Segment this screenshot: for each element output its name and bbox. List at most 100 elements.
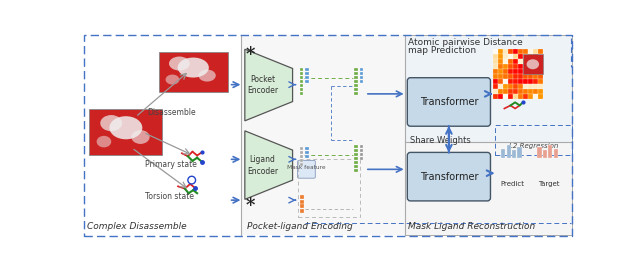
Bar [528, 59, 533, 64]
Text: Mask feature: Mask feature [287, 165, 326, 169]
Bar [523, 79, 528, 84]
Bar [493, 64, 498, 69]
Bar [507, 146, 511, 158]
Text: Ligand
Encoder: Ligand Encoder [247, 155, 278, 176]
Bar [513, 94, 518, 99]
Text: Primary state: Primary state [145, 160, 196, 169]
Bar [360, 157, 364, 160]
Bar [518, 64, 523, 69]
Bar [498, 74, 503, 79]
Bar [354, 68, 358, 71]
Ellipse shape [97, 136, 111, 147]
Bar [533, 64, 538, 69]
Bar [503, 94, 508, 99]
Bar [554, 148, 558, 158]
Bar [538, 79, 543, 84]
Bar [305, 155, 308, 158]
Bar [518, 49, 523, 54]
Polygon shape [245, 131, 292, 199]
Bar [159, 52, 228, 91]
Bar [508, 74, 513, 79]
Bar [354, 149, 358, 152]
Bar [523, 49, 528, 54]
Ellipse shape [178, 58, 209, 77]
Polygon shape [245, 49, 292, 121]
Bar [533, 89, 538, 94]
Bar [528, 54, 533, 59]
Bar [503, 49, 508, 54]
Text: Disassemble: Disassemble [147, 108, 196, 118]
Bar [300, 159, 303, 162]
Bar [354, 92, 358, 95]
Bar [512, 150, 516, 158]
Bar [300, 88, 303, 91]
Bar [538, 59, 543, 64]
Text: map Prediction: map Prediction [408, 46, 476, 55]
Bar [503, 84, 508, 89]
Bar [305, 72, 308, 75]
Bar [508, 94, 513, 99]
Bar [533, 79, 538, 84]
Bar [300, 72, 303, 75]
Bar [523, 74, 528, 79]
Bar [300, 209, 304, 213]
Bar [528, 64, 533, 69]
Bar [528, 49, 533, 54]
Bar [533, 69, 538, 74]
Text: Target: Target [538, 181, 560, 187]
Bar [498, 59, 503, 64]
Bar [518, 54, 523, 59]
Bar [513, 49, 518, 54]
Bar [354, 169, 358, 172]
Bar [493, 79, 498, 84]
Bar [360, 149, 364, 152]
Text: Pocket-ligand Encoding: Pocket-ligand Encoding [247, 222, 353, 231]
Bar [523, 89, 528, 94]
Bar [498, 89, 503, 94]
Bar [528, 69, 533, 74]
Bar [360, 153, 364, 156]
Ellipse shape [169, 56, 190, 70]
Bar [533, 59, 538, 64]
Bar [493, 74, 498, 79]
Bar [493, 94, 498, 99]
Ellipse shape [131, 130, 150, 144]
Bar [503, 89, 508, 94]
Text: Pocket
Encoder: Pocket Encoder [247, 75, 278, 95]
Bar [508, 64, 513, 69]
Bar [300, 163, 303, 166]
Bar [405, 142, 572, 235]
Bar [513, 89, 518, 94]
Bar [508, 79, 513, 84]
Bar [360, 80, 364, 83]
Bar [528, 84, 533, 89]
Bar [300, 80, 303, 83]
Bar [405, 35, 572, 142]
Bar [354, 88, 358, 91]
Bar [300, 151, 303, 154]
Text: *: * [246, 46, 255, 64]
Bar [360, 72, 364, 75]
Bar [518, 79, 523, 84]
Bar [360, 76, 364, 79]
Text: Predict: Predict [501, 181, 525, 187]
Text: Transformer: Transformer [420, 172, 478, 182]
Bar [503, 69, 508, 74]
Bar [518, 59, 523, 64]
Bar [538, 89, 543, 94]
Bar [518, 94, 523, 99]
Bar [498, 54, 503, 59]
Bar [503, 64, 508, 69]
Bar [523, 94, 528, 99]
Bar [360, 68, 364, 71]
Bar [498, 64, 503, 69]
Text: Torsion state: Torsion state [145, 192, 194, 201]
Bar [354, 145, 358, 148]
Ellipse shape [527, 59, 539, 69]
Bar [300, 204, 304, 208]
Bar [548, 145, 552, 158]
Bar [354, 80, 358, 83]
Bar [354, 153, 358, 156]
Bar [503, 59, 508, 64]
Text: Mask Ligand Reconstruction: Mask Ligand Reconstruction [408, 222, 535, 231]
